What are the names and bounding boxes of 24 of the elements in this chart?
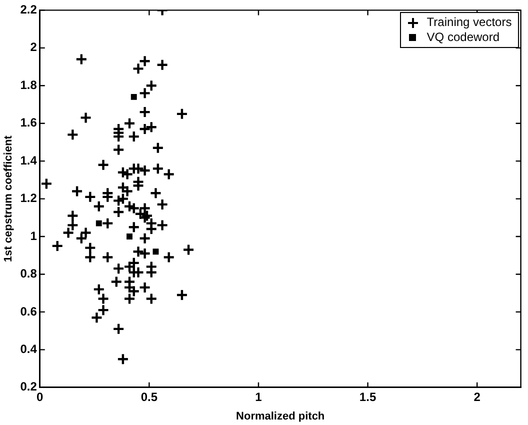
x-tick-label: 1.5 [359,390,376,404]
y-tick-label: 0.6 [20,304,38,318]
y-tick-label: 1 [30,228,38,243]
y-tick-label: 1.8 [20,78,38,92]
legend-label: Training vectors [426,15,512,30]
point [126,234,132,240]
x-tick-label: 0 [36,390,44,404]
x-tick-label: 2 [474,390,481,404]
point [152,248,159,255]
x-tick-label: 1 [255,390,262,404]
y-tick-label: 2.2 [20,2,38,17]
y-tick-label: 1.2 [20,191,38,206]
x-tick-label: 0.5 [140,390,158,404]
y-tick-label: 0.8 [20,266,38,281]
point [96,220,102,226]
y-axis-title: 1st cepstrum coefficient [2,135,15,262]
y-tick-label: 1.4 [20,153,38,168]
y-tick-label: 2 [30,40,38,54]
y-tick-label: 1.6 [20,116,38,130]
x-axis-title: Normalized pitch [236,410,325,422]
point [130,94,137,100]
y-tick-label: 0.4 [20,342,38,356]
legend-label: VQ codeword [426,30,500,46]
y-tick-label: 0.2 [20,380,38,394]
